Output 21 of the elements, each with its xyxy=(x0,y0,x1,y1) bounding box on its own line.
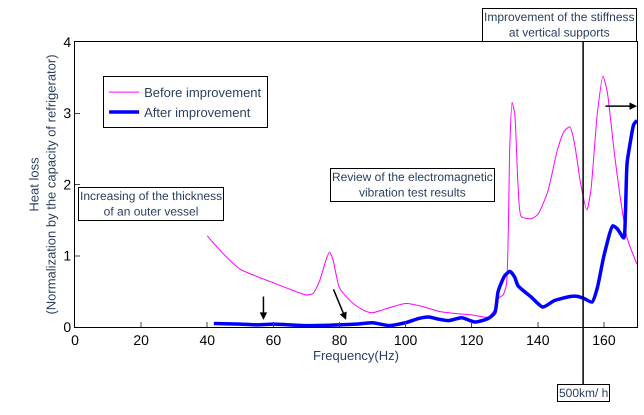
x-tick-label: 80 xyxy=(332,332,348,348)
text: Improvement of the stiffness at vertical supports xyxy=(484,10,635,40)
x-tick-label: 100 xyxy=(394,332,418,348)
y-tick-label: 4 xyxy=(63,34,72,50)
annotation: Review of the electromagnetic vibration test results xyxy=(332,170,493,200)
ref-line-label: 500km/ h xyxy=(559,386,608,400)
x-tick-label: 120 xyxy=(460,332,484,348)
x-tick-label: 20 xyxy=(133,332,150,348)
x-tick-label: 160 xyxy=(592,332,616,348)
x-tick-label: 140 xyxy=(526,332,550,348)
legend-label: After improvement xyxy=(144,105,251,120)
y-tick-label: 2 xyxy=(63,176,72,192)
legend-label: Before improvement xyxy=(144,85,262,100)
y-tick-label: 3 xyxy=(63,105,72,122)
x-tick-label: 40 xyxy=(199,332,216,348)
annotation: Increasing of the thickness of an outer vessel xyxy=(80,189,222,219)
x-axis-title: Frequency(Hz) xyxy=(313,348,399,363)
y-axis-title: Heat loss (Normalization by the capacity of refrigerator) xyxy=(26,54,58,315)
x-tick-label: 60 xyxy=(266,332,282,348)
y-tick-label: 1 xyxy=(63,248,72,264)
y-tick-label: 0 xyxy=(63,318,72,335)
